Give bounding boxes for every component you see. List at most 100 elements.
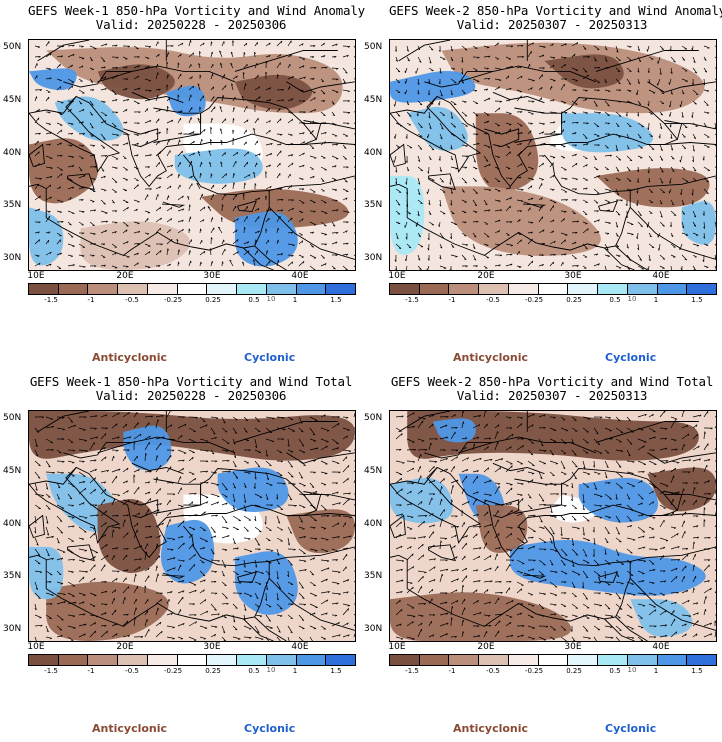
colorbar-segment (177, 655, 208, 665)
valid-dates: Valid: 20250307 - 20250313 (456, 388, 648, 403)
coastline (254, 245, 287, 270)
coastline (398, 411, 451, 433)
vorticity-shade (54, 96, 124, 142)
colorbar-label: -1 (448, 667, 456, 675)
coastline (29, 525, 270, 627)
coastline (390, 467, 482, 544)
lon-label: 40E (291, 271, 309, 281)
coastline (630, 175, 716, 191)
coastline (458, 65, 597, 83)
coastline (153, 478, 201, 485)
colorbar (389, 654, 717, 666)
coastline (161, 201, 186, 208)
colorbar-segment (687, 655, 717, 665)
coastline (268, 206, 355, 260)
vorticity-shade (217, 467, 289, 513)
coastline (67, 544, 95, 562)
coastline (268, 577, 355, 631)
coastline (598, 571, 619, 583)
colorbar-label: 0.5 (609, 296, 621, 304)
lat-label: 50N (3, 413, 22, 423)
colorbar-label: 1.5 (330, 296, 342, 304)
colorbar-label: -0.5 (486, 667, 500, 675)
colorbar-segment (237, 655, 267, 665)
colorbar-label: -0.5 (125, 667, 139, 675)
coastline (153, 504, 201, 514)
colorbar-segment (266, 284, 297, 294)
panel-week2-anomaly: GEFS Week-2 850-hPa Vorticity and Wind A… (361, 0, 722, 371)
wind-vectors (393, 42, 716, 270)
coastline (29, 95, 318, 188)
coastline (604, 618, 635, 641)
vorticity-shade (174, 148, 263, 184)
vorticity-shade (29, 138, 99, 204)
coastline (647, 452, 716, 464)
colorbar-label: 1.5 (330, 667, 342, 675)
colorbar-label: 0.25 (205, 296, 221, 304)
colorbar-segment (390, 284, 420, 294)
coastline (630, 546, 716, 562)
colorbar-segment (118, 284, 148, 294)
colorbar-label: -0.25 (524, 667, 544, 675)
colorbar-segment (687, 284, 717, 294)
lon-label: 20E (477, 271, 495, 281)
lat-label: 50N (364, 413, 383, 423)
colorbar-segment (598, 284, 628, 294)
vorticity-map (390, 40, 716, 270)
vorticity-shade (544, 54, 624, 89)
coastline (254, 616, 287, 641)
panel-title: GEFS Week-1 850-hPa Vorticity and Wind A… (28, 3, 365, 18)
map-frame (28, 39, 356, 271)
coastline (390, 466, 679, 559)
panel-week1-anomaly: GEFS Week-1 850-hPa Vorticity and Wind A… (0, 0, 365, 371)
coastline (161, 572, 186, 579)
valid-dates: Valid: 20250228 - 20250306 (95, 17, 287, 32)
vorticity-shade (97, 64, 175, 100)
colorbar-label: 0.25 (205, 667, 221, 675)
coastline (484, 499, 520, 519)
lat-label: 45N (364, 466, 383, 476)
coastline (303, 513, 355, 516)
lat-label: 40N (3, 519, 22, 529)
coastline (153, 107, 201, 114)
coastline (390, 514, 406, 539)
lat-label: 45N (3, 466, 22, 476)
coastline (428, 173, 456, 191)
vorticity-shade (390, 477, 453, 524)
colorbar-label: -0.5 (486, 296, 500, 304)
lat-label: 35N (3, 200, 22, 210)
panel-title: GEFS Week-2 850-hPa Vorticity and Wind A… (389, 3, 722, 18)
coastline (237, 571, 258, 583)
vorticity-map (390, 411, 716, 641)
coastline (595, 50, 699, 72)
coastline (303, 123, 355, 130)
coastline (234, 421, 338, 443)
vorticity-shade (407, 411, 699, 461)
lon-label: 20E (116, 271, 134, 281)
lat-label: 30N (364, 253, 383, 263)
colorbar-segment (627, 284, 658, 294)
coastline (29, 514, 45, 539)
colorbar-label: -1 (87, 296, 95, 304)
coastline (604, 247, 635, 270)
coastline (63, 441, 132, 459)
coastline (131, 462, 184, 475)
lat-label: 35N (364, 571, 383, 581)
colorbar-label: 1 (653, 667, 659, 675)
coastline (243, 247, 274, 270)
coastline (458, 436, 597, 454)
vorticity-shade (441, 186, 601, 257)
vorticity-shade (432, 418, 476, 443)
colorbar-label: 0.25 (566, 667, 582, 675)
coastline (398, 40, 451, 62)
colorbar-segment (538, 284, 569, 294)
lon-label: 30E (203, 271, 221, 281)
wind-vectors (395, 411, 716, 641)
lat-label: 40N (3, 148, 22, 158)
vorticity-shade (390, 71, 476, 103)
coastline (286, 81, 355, 93)
colorbar (28, 654, 356, 666)
coastline (390, 95, 679, 188)
coastline (237, 200, 258, 212)
lon-label: 20E (116, 642, 134, 652)
